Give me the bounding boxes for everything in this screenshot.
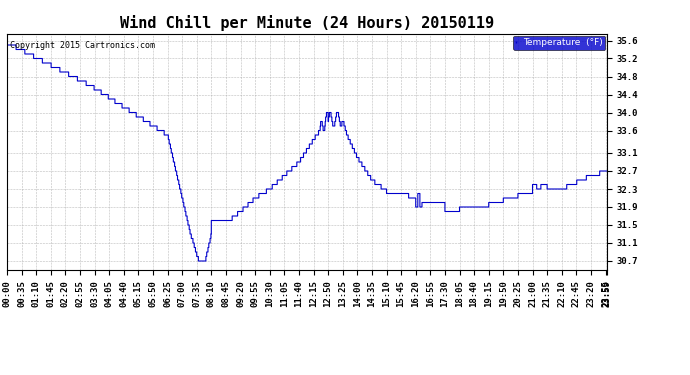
Text: Copyright 2015 Cartronics.com: Copyright 2015 Cartronics.com (10, 41, 155, 50)
Title: Wind Chill per Minute (24 Hours) 20150119: Wind Chill per Minute (24 Hours) 2015011… (120, 15, 494, 31)
Legend: Temperature  (°F): Temperature (°F) (513, 36, 605, 50)
